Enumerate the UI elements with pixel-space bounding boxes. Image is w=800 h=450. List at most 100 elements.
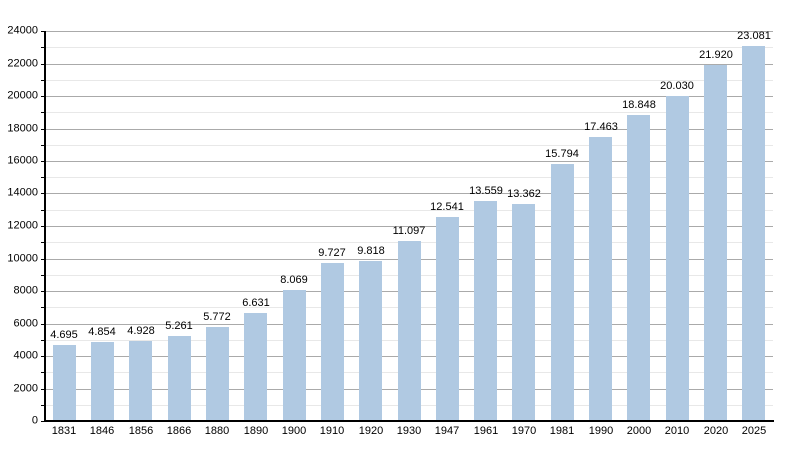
bar-value-label: 4.854: [88, 326, 116, 338]
y-axis-tick-label: 12000: [7, 219, 38, 232]
bar: [436, 217, 459, 420]
bar-value-label: 5.772: [203, 311, 231, 323]
bar-value-label: 4.695: [50, 329, 78, 341]
bar: [398, 241, 421, 420]
gridline-major: [46, 64, 773, 65]
y-axis-tick-label: 2000: [13, 382, 38, 395]
x-axis-tick-label: 1856: [128, 425, 154, 437]
y-axis-tick: [41, 145, 45, 146]
y-axis-tick-label: 4000: [13, 349, 38, 362]
y-axis-tick: [41, 47, 45, 48]
y-axis-tick: [41, 210, 45, 211]
bar-value-label: 11.097: [392, 225, 426, 237]
bar-value-label: 6.631: [242, 297, 270, 309]
x-axis-tick-label: 1961: [473, 425, 499, 437]
x-axis-tick-label: 2020: [703, 425, 729, 437]
y-axis-tick: [41, 291, 45, 292]
y-axis-tick: [41, 405, 45, 406]
bar: [589, 137, 612, 420]
x-axis-tick-label: 1970: [511, 425, 537, 437]
gridline-major: [46, 226, 773, 227]
bar: [551, 164, 574, 420]
bar: [53, 345, 76, 420]
y-axis-tick: [41, 226, 45, 227]
bar-value-label: 5.261: [165, 320, 193, 332]
bar: [283, 290, 306, 420]
bar-value-label: 17.463: [584, 121, 618, 133]
y-axis-tick: [41, 96, 45, 97]
x-axis-tick-label: 1890: [243, 425, 269, 437]
x-axis-tick-label: 1990: [588, 425, 614, 437]
y-axis-tick-label: 0: [31, 414, 38, 427]
x-axis-tick-label: 1947: [434, 425, 460, 437]
y-axis-tick-label: 18000: [7, 122, 38, 135]
x-axis-tick-label: 2000: [626, 425, 652, 437]
y-axis-tick: [41, 112, 45, 113]
y-axis-tick-label: 10000: [7, 252, 38, 265]
bar: [704, 65, 727, 420]
x-axis-tick-label: 1831: [51, 425, 77, 437]
gridline-minor: [46, 177, 773, 178]
bar: [206, 327, 229, 420]
bar-value-label: 13.362: [507, 188, 541, 200]
x-axis-tick-label: 1981: [549, 425, 575, 437]
bar-value-label: 21.920: [699, 49, 733, 61]
y-axis-tick: [41, 161, 45, 162]
bar-value-label: 20.030: [660, 80, 694, 92]
y-axis-tick: [41, 389, 45, 390]
gridline-major: [46, 31, 773, 32]
y-axis-tick: [41, 356, 45, 357]
bar: [168, 336, 191, 420]
x-axis-line: [44, 420, 774, 422]
bar-value-label: 4.928: [127, 325, 155, 337]
y-axis-tick: [41, 129, 45, 130]
y-axis-tick: [41, 307, 45, 308]
gridline-major: [46, 129, 773, 130]
x-axis-tick-label: 1866: [166, 425, 192, 437]
y-axis-tick: [41, 31, 45, 32]
bar-value-label: 8.069: [280, 274, 308, 286]
gridline-minor: [46, 145, 773, 146]
y-axis-tick: [41, 177, 45, 178]
bar-value-label: 12.541: [430, 201, 464, 213]
bar-value-label: 9.727: [318, 247, 346, 259]
y-axis-line: [44, 31, 46, 422]
y-axis-tick-label: 8000: [13, 284, 38, 297]
bar-value-label: 13.559: [469, 185, 503, 197]
y-axis-tick: [41, 421, 45, 422]
y-axis-tick: [41, 372, 45, 373]
x-axis-tick-label: 1920: [358, 425, 384, 437]
gridline-minor: [46, 80, 773, 81]
gridline-major: [46, 96, 773, 97]
x-axis-tick-label: 1880: [204, 425, 230, 437]
bar: [129, 341, 152, 420]
bar: [742, 46, 765, 420]
x-axis-tick-label: 1900: [281, 425, 307, 437]
gridline-major: [46, 193, 773, 194]
x-axis-tick-label: 2010: [664, 425, 690, 437]
bar: [474, 201, 497, 420]
y-axis-tick: [41, 259, 45, 260]
y-axis-tick-label: 24000: [7, 24, 38, 37]
y-axis-tick: [41, 193, 45, 194]
gridline-minor: [46, 47, 773, 48]
bar-value-label: 9.818: [357, 245, 385, 257]
bar: [666, 96, 689, 420]
y-axis-tick: [41, 80, 45, 81]
y-axis-tick-label: 16000: [7, 154, 38, 167]
bar: [91, 342, 114, 420]
y-axis-tick-label: 6000: [13, 317, 38, 330]
y-axis-tick: [41, 275, 45, 276]
y-axis-tick: [41, 324, 45, 325]
bar-value-label: 15.794: [545, 148, 579, 160]
bar: [359, 261, 382, 420]
gridline-minor: [46, 112, 773, 113]
x-axis-tick-label: 1846: [89, 425, 115, 437]
y-axis-tick-label: 14000: [7, 186, 38, 199]
bar-value-label: 18.848: [622, 99, 656, 111]
y-axis-tick-label: 20000: [7, 89, 38, 102]
bar: [627, 115, 650, 420]
x-axis-tick-label: 2025: [741, 425, 767, 437]
y-axis-tick-label: 22000: [7, 57, 38, 70]
